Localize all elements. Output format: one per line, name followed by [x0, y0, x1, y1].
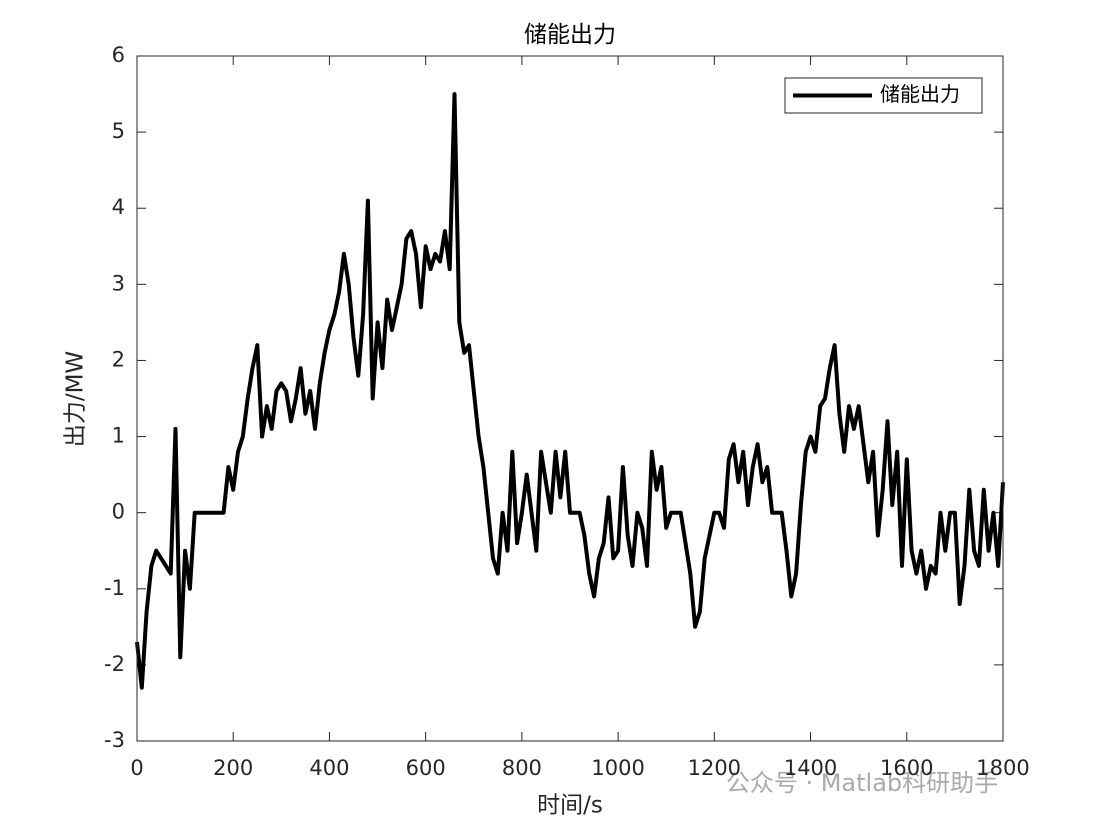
y-tick-label: 3 [112, 271, 125, 295]
y-tick-label: 0 [112, 500, 125, 524]
x-tick-label: 1600 [880, 756, 933, 780]
plot-area [137, 56, 1003, 741]
x-axis-label: 时间/s [537, 793, 603, 819]
y-tick-label: 6 [112, 43, 125, 67]
y-tick-label: 4 [112, 195, 125, 219]
x-tick-label: 0 [130, 756, 143, 780]
x-tick-label: 400 [309, 756, 349, 780]
legend-label: 储能出力 [880, 82, 960, 106]
y-tick-label: 5 [112, 119, 125, 143]
watermark: 公众号 · Matlab科研助手 [726, 769, 998, 797]
y-tick-label: 2 [112, 347, 125, 371]
y-tick-label: -2 [104, 652, 125, 676]
x-tick-label: 1800 [976, 756, 1029, 780]
x-tick-label: 1000 [591, 756, 644, 780]
y-tick-label: -3 [104, 728, 125, 752]
y-axis-label: 出力/MW [63, 351, 89, 447]
axes-box [136, 55, 1004, 742]
x-tick-label: 200 [213, 756, 253, 780]
y-tick-label: 1 [112, 424, 125, 448]
x-tick-label: 800 [502, 756, 542, 780]
y-tick-label: -1 [104, 576, 125, 600]
chart-title: 储能出力 [524, 22, 616, 48]
data-line [135, 92, 1005, 690]
x-tick-label: 600 [406, 756, 446, 780]
x-tick-label: 1200 [688, 756, 741, 780]
x-tick-label: 1400 [784, 756, 837, 780]
